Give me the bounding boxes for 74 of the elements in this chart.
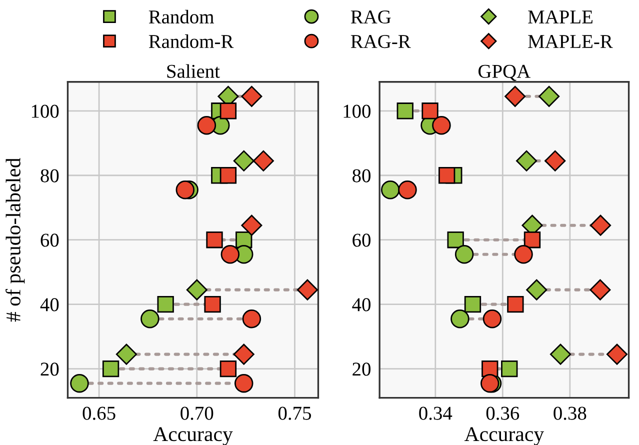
point [526,279,548,300]
y-tick-label: 100 [344,104,370,118]
y-axis-title: # of pseudo-labeled [6,158,25,322]
y-tick-label: 60 [352,234,370,247]
x-tick-label: 0.36 [486,406,520,420]
point [234,374,254,393]
point [514,244,533,264]
point [233,150,254,172]
x-tick-label: 0.34 [419,406,452,420]
point [398,180,417,200]
y-tick-label: 40 [40,298,59,312]
point [538,86,560,107]
point [204,296,221,313]
point [396,102,414,120]
point [550,344,572,365]
point [241,86,262,107]
point [252,150,274,172]
point [606,344,628,365]
point [480,374,500,393]
x-axis-title: Accuracy [153,427,233,445]
point [296,279,318,300]
point [233,344,254,365]
point [501,360,518,378]
point [516,150,538,172]
y-tick-label: 40 [352,298,370,312]
point [102,360,120,378]
y-tick-label: 60 [40,234,59,247]
point [504,86,526,107]
point [464,296,482,313]
y-tick-label: 80 [40,169,59,182]
point [157,296,174,313]
point [507,296,524,313]
legend-label: Random-R [148,34,234,48]
point [482,309,502,328]
point [454,244,474,264]
point [186,279,208,300]
point [220,102,237,120]
point [438,167,456,184]
point [70,374,89,393]
point [220,167,237,184]
point [242,309,262,328]
chart-title: Salient [167,64,220,78]
legend-label: Random [148,10,214,24]
chart-title: GPQA [478,64,530,81]
point [380,180,400,200]
point [590,279,611,300]
point [220,244,240,264]
point [116,344,137,365]
x-axis-title: Accuracy [464,427,544,445]
point [197,116,216,135]
point [590,214,612,236]
y-tick-label: 80 [352,169,370,182]
point [432,116,451,135]
y-tick-label: 20 [352,362,370,376]
x-tick-label: 0.70 [180,406,214,420]
point [241,214,262,236]
x-tick-label: 0.65 [82,406,116,420]
point [140,309,160,328]
legend-label: MAPLE [528,10,592,24]
point [447,232,464,248]
point [524,232,541,248]
point [450,309,470,328]
y-tick-label: 20 [40,362,59,376]
legend-label: RAG-R [350,35,411,48]
y-tick-label: 100 [32,104,59,118]
point [422,102,438,120]
point [544,150,566,172]
point [220,360,237,378]
legend-label: RAG [350,10,391,24]
point [206,232,223,248]
point [176,180,195,200]
x-tick-label: 0.38 [554,406,586,420]
x-tick-label: 0.75 [278,406,311,420]
legend-label: MAPLE-R [528,35,613,48]
